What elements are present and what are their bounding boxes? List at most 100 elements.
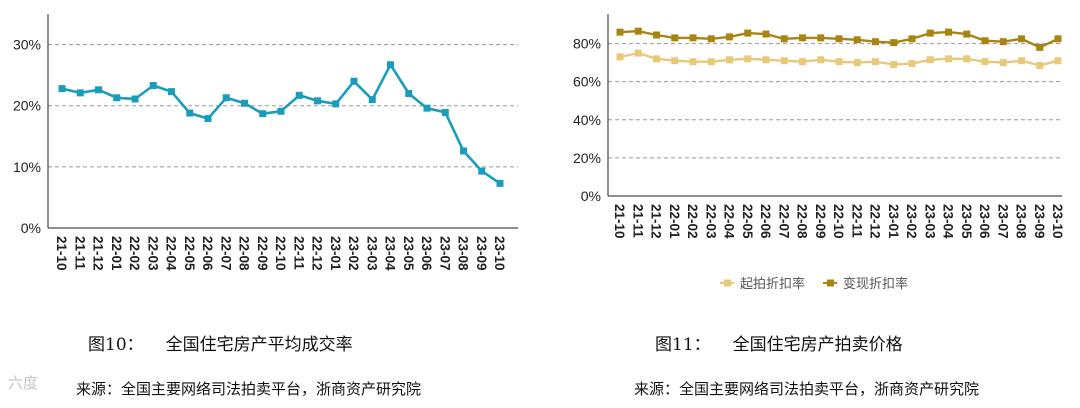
y-tick-label: 20%	[13, 98, 41, 114]
data-point	[314, 97, 321, 105]
x-tick-label: 23-08	[1014, 204, 1029, 239]
data-point	[204, 115, 212, 123]
data-point	[707, 35, 715, 43]
data-point	[634, 27, 642, 35]
x-tick-label: 23-02	[346, 236, 361, 271]
x-tick-label: 21-10	[54, 236, 69, 271]
data-point	[277, 107, 285, 115]
chart-average-transaction-rate: 0%10%20%30%21-10 21-11 21-12 22-01 22-02 22-0…	[13, 14, 518, 271]
x-tick-label: 22-04	[722, 204, 737, 239]
legend-label: 起拍折扣率	[740, 276, 805, 292]
data-point	[945, 55, 952, 63]
y-tick-label: 0%	[21, 220, 41, 236]
x-tick-label: 22-07	[776, 204, 791, 239]
data-point	[1054, 57, 1062, 65]
legend-label: 变现折扣率	[843, 276, 908, 292]
data-point	[222, 94, 230, 102]
y-tick-label: 0%	[581, 188, 601, 204]
x-tick-label: 22-03	[703, 204, 718, 239]
y-tick-label: 20%	[573, 150, 601, 166]
data-point	[405, 89, 413, 97]
data-point	[1054, 35, 1062, 43]
x-tick-label: 21-11	[630, 204, 645, 238]
data-point	[350, 77, 358, 85]
data-point	[368, 96, 376, 104]
data-point	[241, 99, 248, 107]
x-tick-label: 22-05	[182, 236, 197, 271]
x-tick-label: 22-02	[685, 204, 700, 239]
data-point	[707, 58, 715, 66]
data-point	[926, 29, 934, 37]
data-point	[76, 89, 84, 97]
x-tick-label: 22-08	[795, 204, 810, 239]
data-point	[817, 34, 825, 42]
x-tick-label: 23-03	[922, 204, 937, 239]
x-tick-label: 22-11	[849, 204, 864, 238]
data-point	[95, 86, 102, 94]
data-point	[780, 35, 788, 43]
data-point	[726, 33, 733, 41]
data-point	[671, 57, 679, 65]
data-point	[853, 59, 861, 67]
x-tick-label: 23-08	[456, 236, 471, 271]
data-point	[1036, 61, 1044, 69]
data-point	[835, 35, 843, 43]
data-point	[963, 30, 971, 38]
y-tick-label: 60%	[573, 74, 601, 90]
data-point	[908, 60, 916, 68]
data-point	[1036, 43, 1044, 51]
data-point	[496, 179, 504, 187]
data-point	[1018, 57, 1025, 65]
x-tick-label: 22-01	[109, 236, 124, 271]
data-point	[616, 28, 624, 36]
x-tick-label: 21-12	[649, 204, 664, 239]
series-line	[61, 63, 501, 185]
data-point	[423, 104, 431, 112]
x-tick-label: 22-01	[667, 204, 682, 239]
x-tick-label: 23-02	[904, 204, 919, 239]
data-point	[926, 56, 934, 64]
x-tick-label: 23-04	[383, 236, 398, 271]
data-point	[131, 95, 139, 103]
data-point	[872, 38, 879, 46]
x-tick-label: 22-06	[758, 204, 773, 239]
x-tick-label: 21-11	[72, 236, 87, 270]
data-point	[835, 58, 843, 66]
x-tick-label: 22-04	[164, 236, 179, 271]
y-tick-label: 80%	[573, 36, 601, 52]
data-point	[186, 109, 194, 117]
x-tick-label: 22-08	[237, 236, 252, 271]
x-tick-label: 23-01	[328, 236, 343, 271]
figure-10-caption: 图10： 全国住宅房产平均成交率	[88, 330, 353, 355]
data-point	[478, 167, 486, 175]
data-point	[744, 55, 752, 63]
data-point	[113, 94, 121, 102]
x-tick-label: 22-09	[813, 204, 828, 239]
x-tick-label: 22-11	[291, 236, 306, 270]
data-point	[332, 100, 340, 108]
data-point	[981, 37, 989, 45]
x-tick-label: 22-05	[740, 204, 755, 239]
x-tick-label: 22-10	[831, 204, 846, 239]
data-point	[999, 38, 1007, 46]
x-tick-label: 23-09	[1032, 204, 1047, 239]
x-tick-label: 22-12	[868, 204, 883, 239]
data-point	[872, 58, 879, 66]
y-tick-label: 10%	[13, 159, 41, 175]
x-tick-label: 23-05	[959, 204, 974, 239]
x-tick-label: 22-06	[200, 236, 215, 271]
data-point	[653, 31, 660, 39]
data-point	[853, 36, 861, 44]
x-tick-label: 23-10	[1050, 204, 1065, 239]
data-point	[799, 34, 806, 42]
x-tick-label: 23-04	[941, 204, 956, 239]
x-tick-label: 23-01	[886, 204, 901, 239]
figure-10-source: 来源：全国主要网络司法拍卖平台，浙商资产研究院	[76, 380, 422, 398]
data-point	[653, 55, 660, 63]
x-tick-label: 23-07	[995, 204, 1010, 239]
data-point	[387, 61, 394, 69]
x-tick-label: 22-12	[310, 236, 325, 271]
x-tick-label: 22-09	[255, 236, 270, 271]
data-point	[616, 53, 624, 61]
data-point	[981, 58, 989, 66]
